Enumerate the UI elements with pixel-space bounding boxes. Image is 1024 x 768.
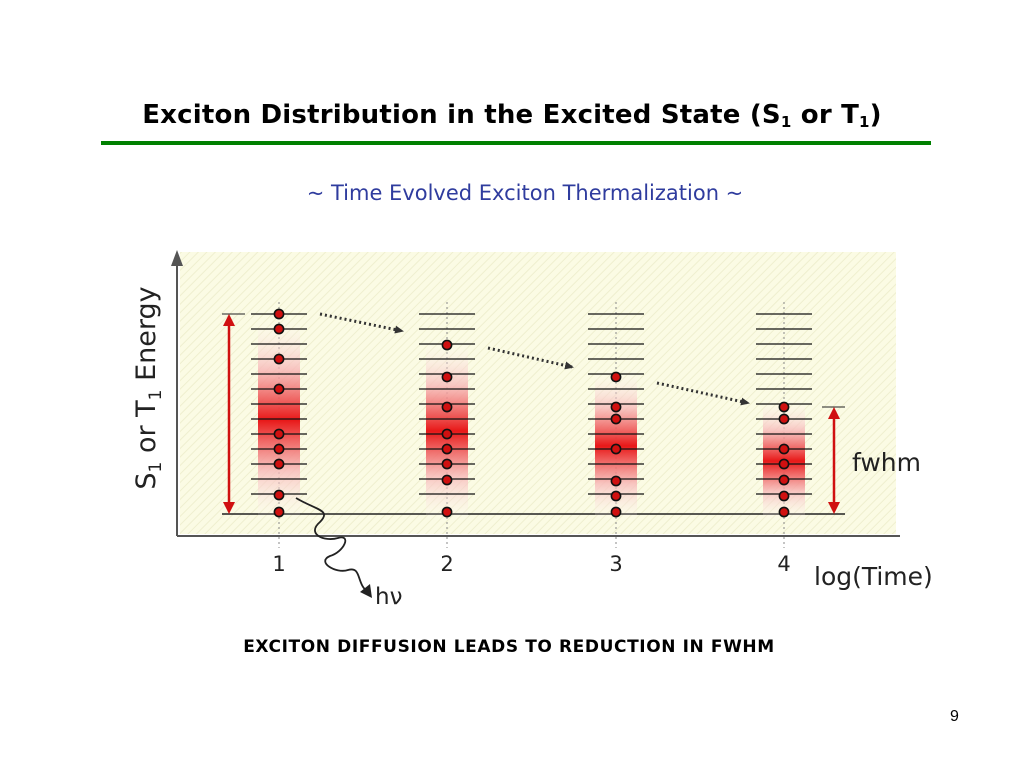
column-2-exciton-dot [441, 371, 453, 383]
column-1-exciton-dot [273, 383, 285, 395]
column-1-exciton-dot [273, 353, 285, 365]
column-3-exciton-dot [610, 475, 622, 487]
thermalization-arrow-1 [319, 312, 404, 334]
y-axis-label-part3: Energy [131, 286, 162, 389]
thermalization-arrows [319, 312, 750, 406]
column-3-exciton-dot [610, 413, 622, 425]
time-columns [251, 302, 812, 548]
title-subscript-1: 1 [780, 113, 792, 131]
thermalization-arrow-2 [487, 346, 574, 370]
fwhm-arrow [822, 406, 845, 514]
y-axis-label: S1 or T1 Energy [131, 286, 166, 489]
column-4-exciton-dot [778, 443, 790, 455]
column-2-exciton-dot [441, 443, 453, 455]
page-number: 9 [950, 708, 959, 725]
y-axis-label-part1: S [131, 472, 162, 489]
column-4-exciton-dot [778, 490, 790, 502]
emission-label: hν [375, 584, 402, 610]
title-text-main: Exciton Distribution in the Excited Stat… [142, 100, 781, 130]
tick-label-1: 1 [272, 552, 285, 576]
column-3-exciton-dot [610, 401, 622, 413]
column-3-exciton-dot [610, 490, 622, 502]
slide-subtitle: ~ Time Evolved Exciton Thermalization ~ [306, 181, 744, 205]
column-2-exciton-dot [441, 458, 453, 470]
x-axis-label: log(Time) [814, 562, 933, 591]
column-1-exciton-dot [273, 458, 285, 470]
column-4-exciton-dot [778, 401, 790, 413]
column-2-exciton-dot [441, 339, 453, 351]
column-2-exciton-dot [441, 428, 453, 440]
y-axis-label-sub1: 1 [146, 462, 166, 473]
y-axis-label-part2: or T [131, 400, 162, 462]
slide-caption: EXCITON DIFFUSION LEADS TO REDUCTION IN … [243, 637, 775, 657]
column-1-exciton-dot [273, 443, 285, 455]
emission-squiggle [295, 497, 372, 598]
column-2-exciton-dot [441, 474, 453, 486]
column-2-exciton-dot [441, 401, 453, 413]
column-4-exciton-dot [778, 474, 790, 486]
column-1-exciton-dot [273, 308, 285, 320]
column-4-exciton-dot [778, 413, 790, 425]
column-1-distribution [258, 318, 300, 522]
column-1-exciton-dot [273, 506, 285, 518]
tick-label-4: 4 [777, 552, 790, 576]
column-4-exciton-dot [778, 506, 790, 518]
tick-label-2: 2 [440, 552, 453, 576]
title-text-mid: or T [791, 100, 860, 130]
title-subscript-2: 1 [859, 113, 870, 131]
tick-label-3: 3 [609, 552, 622, 576]
column-1-exciton-dot [273, 489, 285, 501]
column-4-exciton-dot [778, 458, 790, 470]
fwhm-label: fwhm [852, 448, 921, 477]
title-text-end: ) [869, 100, 882, 130]
column-1-exciton-dot [273, 428, 285, 440]
thermalization-arrow-3 [656, 381, 750, 406]
column-1-exciton-dot [273, 323, 285, 335]
initial-width-arrow [222, 313, 245, 514]
column-3-exciton-dot [610, 371, 622, 383]
slide-title: Exciton Distribution in the Excited Stat… [0, 100, 1024, 131]
column-2-exciton-dot [441, 506, 453, 518]
column-3-exciton-dot [610, 443, 622, 455]
axes [171, 250, 900, 537]
y-axis-label-sub2: 1 [146, 390, 166, 401]
title-divider [101, 141, 931, 145]
column-3-exciton-dot [610, 506, 622, 518]
